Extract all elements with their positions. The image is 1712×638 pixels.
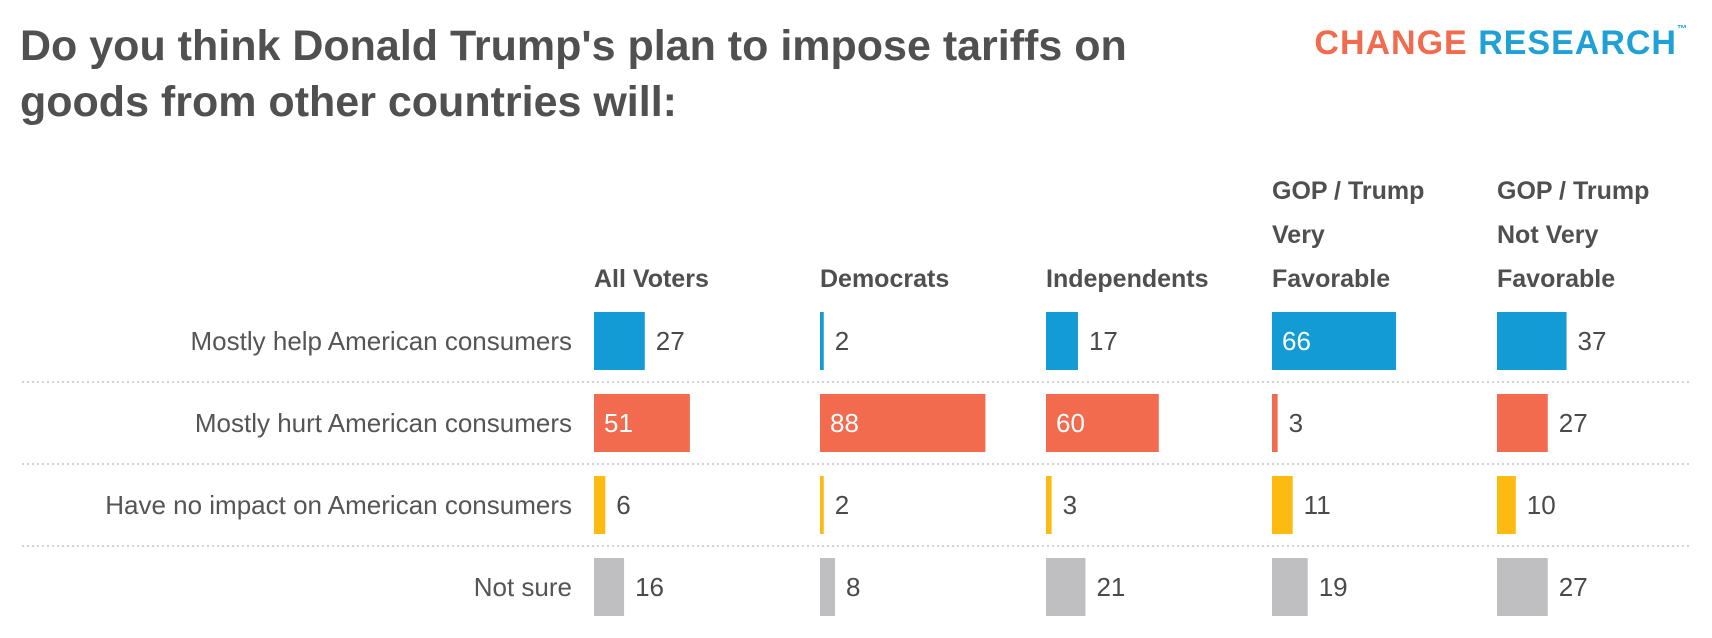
bar <box>594 476 606 534</box>
bar <box>1272 476 1293 534</box>
column-header: GOP / Trump <box>1272 177 1424 205</box>
bar <box>1046 558 1086 616</box>
row-label: Not sure <box>474 572 572 602</box>
logo-word-change: CHANGE <box>1314 24 1468 62</box>
bar <box>820 558 836 616</box>
bar <box>820 394 986 452</box>
row-label: Mostly hurt American consumers <box>195 408 572 438</box>
bar <box>1272 312 1397 370</box>
bar <box>1497 476 1516 534</box>
bar <box>1497 394 1548 452</box>
value-label: 60 <box>1056 408 1085 438</box>
bar <box>1497 558 1548 616</box>
column-header: All Voters <box>594 265 709 293</box>
column-header: Favorable <box>1497 265 1615 293</box>
bar <box>594 394 690 452</box>
column-header: Not Very <box>1497 221 1599 249</box>
value-label: 3 <box>1289 408 1303 438</box>
value-label: 66 <box>1282 326 1311 356</box>
value-label: 51 <box>604 408 633 438</box>
value-label: 27 <box>1559 572 1588 602</box>
column-header: Very <box>1272 221 1325 249</box>
row-label: Have no impact on American consumers <box>105 490 572 520</box>
logo-trademark: ™ <box>1677 24 1688 35</box>
value-label: 16 <box>635 572 664 602</box>
value-label: 27 <box>656 326 685 356</box>
column-header: Independents <box>1046 265 1209 293</box>
value-label: 2 <box>835 490 849 520</box>
value-label: 10 <box>1527 490 1556 520</box>
bar <box>1046 312 1078 370</box>
bar <box>820 312 824 370</box>
value-label: 21 <box>1096 572 1125 602</box>
column-header: GOP / Trump <box>1497 177 1649 205</box>
bar <box>820 476 824 534</box>
bar <box>1272 394 1278 452</box>
bar <box>1046 476 1052 534</box>
value-label: 8 <box>846 572 860 602</box>
value-label: 17 <box>1089 326 1118 356</box>
value-label: 3 <box>1063 490 1077 520</box>
bar <box>1272 558 1308 616</box>
column-header: Democrats <box>820 265 949 293</box>
chart-title: Do you think Donald Trump's plan to impo… <box>20 22 1127 126</box>
value-label: 6 <box>616 490 630 520</box>
column-header: Favorable <box>1272 265 1390 293</box>
value-label: 2 <box>835 326 849 356</box>
value-label: 37 <box>1578 326 1607 356</box>
bar <box>1046 394 1159 452</box>
bar <box>1497 312 1567 370</box>
value-label: 11 <box>1304 490 1331 520</box>
row-label: Mostly help American consumers <box>191 326 572 356</box>
value-label: 19 <box>1319 572 1348 602</box>
change-research-logo: CHANGE RESEARCH™ <box>1314 24 1688 63</box>
bar <box>594 558 625 616</box>
logo-word-research: RESEARCH <box>1478 24 1677 62</box>
value-label: 88 <box>830 408 859 438</box>
bar <box>594 312 645 370</box>
value-label: 27 <box>1559 408 1588 438</box>
